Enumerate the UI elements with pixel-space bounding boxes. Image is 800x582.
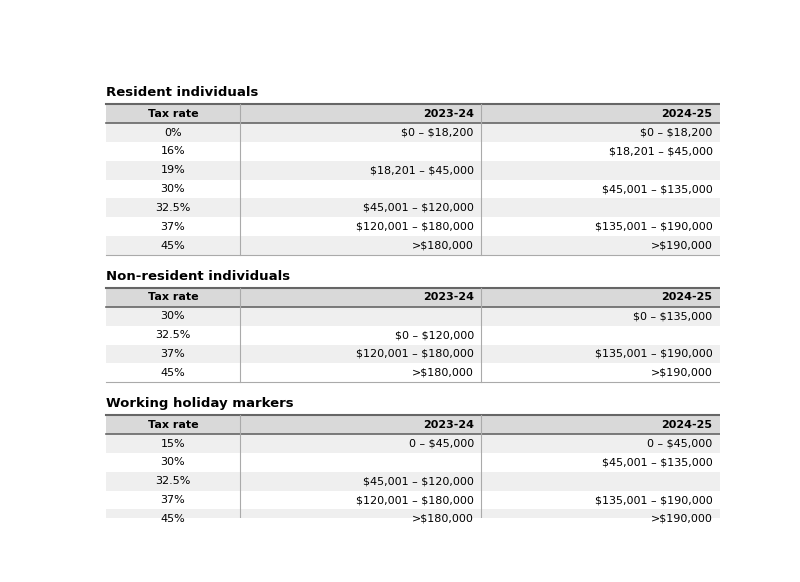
Text: >\$190,000: >\$190,000 [650, 240, 713, 250]
Bar [106, 307, 720, 326]
Bar [106, 142, 720, 161]
Text: >\$180,000: >\$180,000 [412, 514, 474, 524]
Text: 45%: 45% [161, 368, 186, 378]
Text: Tax rate: Tax rate [147, 109, 198, 119]
Text: >\$190,000: >\$190,000 [650, 368, 713, 378]
Text: \$135,001 – \$190,000: \$135,001 – \$190,000 [595, 222, 713, 232]
Text: >\$180,000: >\$180,000 [412, 368, 474, 378]
Text: 0%: 0% [164, 127, 182, 137]
Bar [106, 416, 720, 434]
Bar [106, 434, 720, 453]
Text: \$18,201 – \$45,000: \$18,201 – \$45,000 [609, 147, 713, 157]
Bar [106, 180, 720, 198]
Text: \$120,001 – \$180,000: \$120,001 – \$180,000 [356, 222, 474, 232]
Text: >\$180,000: >\$180,000 [412, 240, 474, 250]
Text: \$45,001 – \$135,000: \$45,001 – \$135,000 [602, 457, 713, 467]
Text: \$135,001 – \$190,000: \$135,001 – \$190,000 [595, 495, 713, 505]
Text: 30%: 30% [161, 311, 185, 321]
Text: Working holiday markers: Working holiday markers [106, 397, 294, 410]
Text: 2024-25: 2024-25 [662, 420, 713, 430]
Bar [106, 288, 720, 307]
Bar [106, 236, 720, 255]
Text: Tax rate: Tax rate [147, 293, 198, 303]
Text: 32.5%: 32.5% [155, 330, 190, 340]
Bar [106, 217, 720, 236]
Bar [106, 509, 720, 528]
Bar [106, 104, 720, 123]
Text: 2023-24: 2023-24 [423, 293, 474, 303]
Bar [106, 453, 720, 472]
Text: >\$190,000: >\$190,000 [650, 514, 713, 524]
Text: 32.5%: 32.5% [155, 203, 190, 213]
Text: 19%: 19% [161, 165, 186, 175]
Text: Resident individuals: Resident individuals [106, 86, 258, 99]
Text: 16%: 16% [161, 147, 185, 157]
Text: \$45,001 – \$120,000: \$45,001 – \$120,000 [363, 203, 474, 213]
Text: \$0 – \$120,000: \$0 – \$120,000 [394, 330, 474, 340]
Text: 32.5%: 32.5% [155, 476, 190, 486]
Text: 37%: 37% [161, 222, 186, 232]
Bar [106, 345, 720, 363]
Text: \$120,001 – \$180,000: \$120,001 – \$180,000 [356, 495, 474, 505]
Text: 2023-24: 2023-24 [423, 109, 474, 119]
Text: \$120,001 – \$180,000: \$120,001 – \$180,000 [356, 349, 474, 359]
Text: 15%: 15% [161, 439, 185, 449]
Text: 45%: 45% [161, 240, 186, 250]
Text: 2024-25: 2024-25 [662, 293, 713, 303]
Text: \$0 – \$18,200: \$0 – \$18,200 [640, 127, 713, 137]
Text: \$45,001 – \$120,000: \$45,001 – \$120,000 [363, 476, 474, 486]
Text: Tax rate: Tax rate [147, 420, 198, 430]
Text: 30%: 30% [161, 457, 185, 467]
Bar [106, 198, 720, 217]
Text: 0 – \$45,000: 0 – \$45,000 [409, 439, 474, 449]
Text: \$0 – \$18,200: \$0 – \$18,200 [402, 127, 474, 137]
Text: 37%: 37% [161, 495, 186, 505]
Text: 30%: 30% [161, 184, 185, 194]
Text: 0 – \$45,000: 0 – \$45,000 [647, 439, 713, 449]
Text: 2023-24: 2023-24 [423, 420, 474, 430]
Bar [106, 472, 720, 491]
Text: Non-resident individuals: Non-resident individuals [106, 270, 290, 283]
Text: 37%: 37% [161, 349, 186, 359]
Bar [106, 123, 720, 142]
Text: \$45,001 – \$135,000: \$45,001 – \$135,000 [602, 184, 713, 194]
Bar [106, 161, 720, 180]
Text: 45%: 45% [161, 514, 186, 524]
Bar [106, 326, 720, 345]
Text: 2024-25: 2024-25 [662, 109, 713, 119]
Text: \$18,201 – \$45,000: \$18,201 – \$45,000 [370, 165, 474, 175]
Bar [106, 491, 720, 509]
Text: \$0 – \$135,000: \$0 – \$135,000 [634, 311, 713, 321]
Bar [106, 363, 720, 382]
Text: \$135,001 – \$190,000: \$135,001 – \$190,000 [595, 349, 713, 359]
